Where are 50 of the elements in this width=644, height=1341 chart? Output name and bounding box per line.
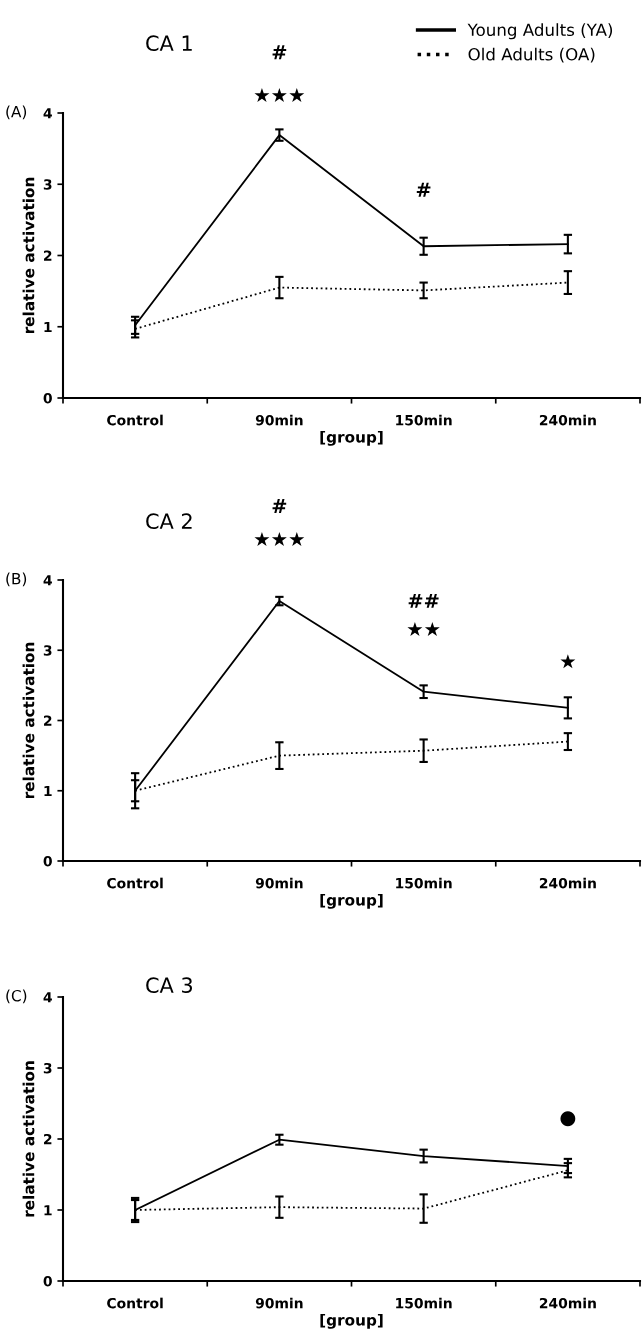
x-axis-title: [group] [320,430,383,446]
annotation: ## [408,593,439,608]
x-tick-label: 150min [396,877,452,889]
annotation: ● [560,1111,576,1127]
text: (B) [6,572,27,587]
x-axis-title: [group] [320,893,383,909]
y-tick-label: 0 [43,392,52,404]
x-tick-label: 90min [255,877,303,889]
y-tick-label: 2 [44,715,52,726]
y-tick-label: 2 [44,1133,52,1145]
y-tick-label: 1 [44,1205,52,1216]
x-tick-label: Control [107,877,163,889]
y-tick-label: 4 [43,992,52,1003]
chart-title: CA 1 [146,35,192,52]
text: ★★★ [254,531,305,547]
x-tick-label: 240min [539,877,596,889]
y-tick-label: 2 [44,250,52,261]
x-tick-label: Control [107,414,163,426]
annotation: ★★ [407,621,440,637]
annotation: # [416,182,431,197]
x-tick-label: 240min [539,414,596,426]
chart-title: CA 3 [146,977,193,994]
y-tick-label: 1 [44,785,52,797]
legend-label: Young Adults (YA) [467,23,613,40]
y-tick-label: 0 [43,1275,52,1287]
y-tick-label: 0 [43,855,52,867]
x-tick-label: 90min [255,414,303,426]
y-tick-label: 3 [43,645,52,656]
annotation: ★ [560,654,576,669]
text: # [272,45,287,60]
text: (C) [6,989,27,1004]
x-tick-label: 150min [396,414,452,426]
x-tick-label: Control [107,1297,163,1309]
x-tick-label: 240min [539,1297,596,1309]
y-tick-label: 1 [44,321,52,333]
y-axis-title: relative activation [22,642,35,799]
x-axis-title: [group] [320,1313,383,1329]
x-tick-label: 150min [396,1297,452,1309]
legend-label: Old Adults (OA) [468,47,595,63]
y-tick-label: 3 [43,179,52,190]
chart-title: CA 2 [146,513,192,530]
text: ★★★ [254,87,305,103]
y-tick-label: 4 [43,108,52,119]
y-axis-title: relative activation [22,177,35,334]
y-axis-title: relative activation [22,1061,35,1217]
text: (A) [6,105,27,120]
y-tick-label: 3 [43,1062,52,1074]
y-tick-label: 4 [43,575,52,586]
x-tick-label: 90min [255,1297,303,1309]
text: # [272,499,287,514]
